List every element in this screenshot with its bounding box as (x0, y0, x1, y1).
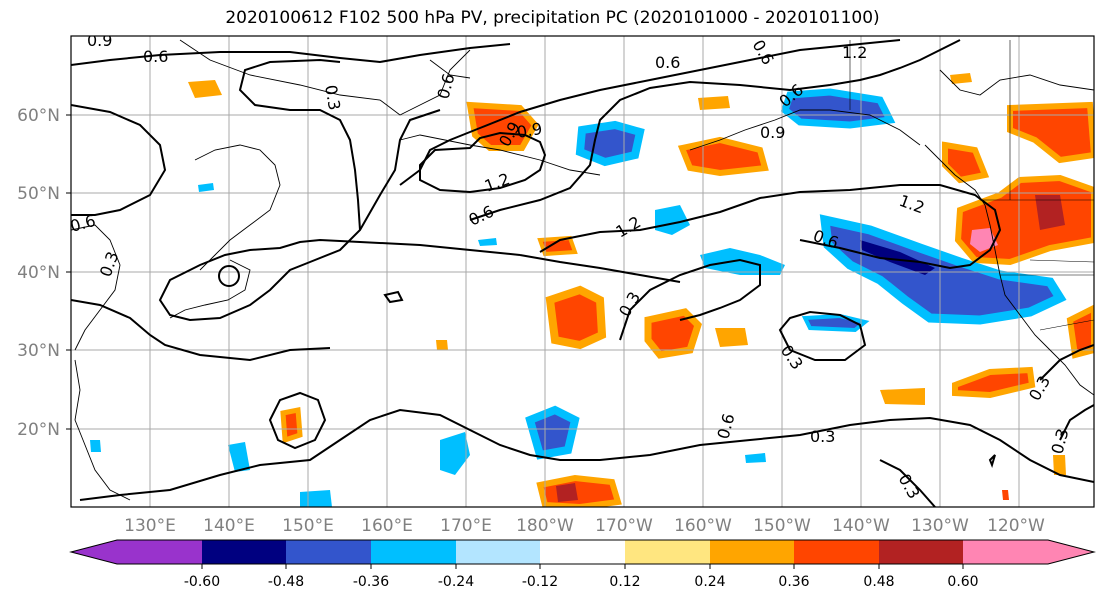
lon-tick-label: 180°W (516, 516, 574, 536)
pv-contours (71, 39, 1094, 507)
lon-tick-label: 160°W (674, 516, 732, 536)
lon-tick-label: 120°W (987, 516, 1045, 536)
colorbar: -0.60 -0.48 -0.36 -0.24 -0.12 0.12 0.24 … (69, 539, 1096, 590)
colorbar-extend-high (1048, 540, 1094, 564)
colorbar-extend-low (71, 540, 117, 564)
colorbar-label: 0.24 (694, 574, 725, 590)
colorbar-label: -0.24 (438, 574, 474, 590)
colorbar-label: -0.48 (268, 574, 304, 590)
lon-tick-label: 160°E (361, 516, 413, 536)
colorbar-segment (371, 540, 456, 564)
lat-tick-label: 40°N (17, 263, 60, 283)
contour-label: 0.6 (655, 53, 680, 72)
colorbar-segment (286, 540, 371, 564)
contour-label: 1.2 (842, 43, 867, 62)
colorbar-label: 0.48 (863, 574, 894, 590)
colorbar-segment (879, 540, 963, 564)
lat-tick-label: 60°N (17, 106, 60, 126)
colorbar-segment (963, 540, 1048, 564)
lon-tick-label: 170°W (595, 516, 653, 536)
precip-positive-shading (188, 73, 1094, 507)
lon-tick-label: 140°E (203, 516, 255, 536)
colorbar-label: 0.60 (947, 574, 978, 590)
colorbar-label: -0.60 (184, 574, 220, 590)
contour-label: 0.6 (143, 47, 168, 66)
lat-axis: 60°N 50°N 40°N 30°N 20°N (17, 106, 71, 440)
lon-tick-label: 130°W (911, 516, 969, 536)
contour-label: 0.9 (87, 31, 112, 50)
political-borders (849, 40, 1094, 331)
precip-negative-shading (90, 88, 1067, 507)
colorbar-label: -0.12 (522, 574, 558, 590)
lon-tick-label: 150°W (753, 516, 811, 536)
colorbar-segment (625, 540, 710, 564)
map-title: 2020100612 F102 500 hPa PV, precipitatio… (225, 8, 880, 28)
lat-tick-label: 30°N (17, 341, 60, 361)
colorbar-label: -0.36 (353, 574, 389, 590)
lon-tick-label: 140°W (832, 516, 890, 536)
colorbar-segment (794, 540, 879, 564)
lat-tick-label: 20°N (17, 420, 60, 440)
lon-tick-label: 170°E (440, 516, 492, 536)
colorbar-segment (540, 540, 625, 564)
colorbar-label: 0.12 (609, 574, 640, 590)
colorbar-segment (456, 540, 540, 564)
lat-tick-label: 50°N (17, 184, 60, 204)
colorbar-label: 0.36 (778, 574, 809, 590)
colorbar-segment (117, 540, 202, 564)
contour-label: 0.9 (515, 119, 543, 142)
lon-tick-label: 150°E (282, 516, 334, 536)
contour-label: 0.9 (760, 123, 785, 142)
lon-axis: 130°E 140°E 150°E 160°E 170°E 180°W 170°… (124, 516, 1045, 536)
colorbar-segment (710, 540, 794, 564)
lon-tick-label: 130°E (124, 516, 176, 536)
contour-label: 0.3 (810, 427, 835, 446)
colorbar-segment (202, 540, 286, 564)
contour-label: 0.3 (321, 83, 344, 111)
